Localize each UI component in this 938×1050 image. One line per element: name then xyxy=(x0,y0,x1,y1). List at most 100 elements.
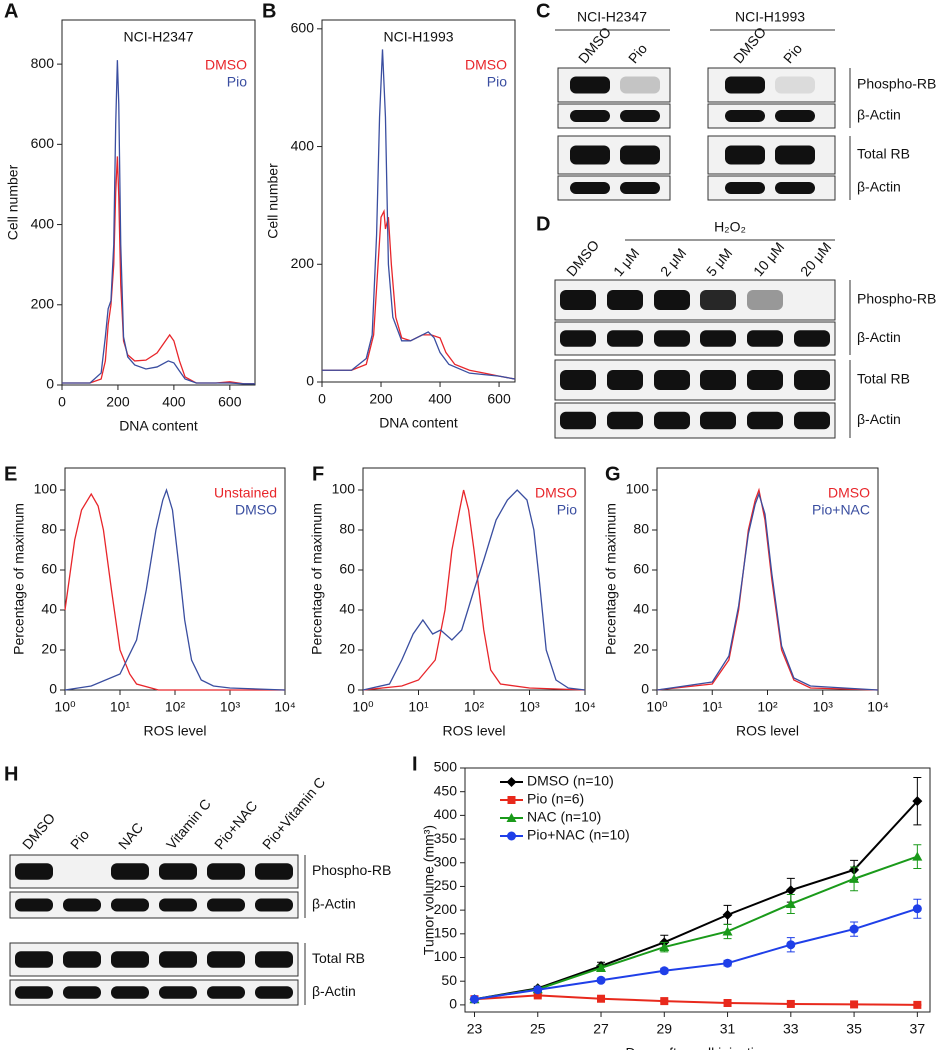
marker xyxy=(596,962,607,972)
row-label: β-Actin xyxy=(857,411,901,427)
y-tick-label: 450 xyxy=(434,782,458,798)
blot-band xyxy=(15,898,53,912)
x-tick-label: 10¹ xyxy=(110,699,131,715)
row-label: Phospho-RB xyxy=(857,291,936,307)
row-label: β-Actin xyxy=(312,896,356,912)
y-axis-label: Percentage of maximum xyxy=(309,503,325,655)
blot-band xyxy=(111,986,149,999)
x-tick-label: 600 xyxy=(487,391,511,407)
blot-band xyxy=(570,110,610,122)
lane-label: NAC xyxy=(115,819,146,852)
legend-label: NAC (n=10) xyxy=(527,809,601,825)
x-axis-label: ROS level xyxy=(736,723,799,739)
blot-band xyxy=(207,898,245,912)
blot-band xyxy=(700,370,736,390)
blot-membrane xyxy=(554,359,836,401)
marker xyxy=(849,873,860,883)
row-label: β-Actin xyxy=(857,107,901,123)
y-tick-label: 80 xyxy=(41,521,57,537)
y-tick-label: 300 xyxy=(434,853,458,869)
lane-label: 10 μM xyxy=(750,239,787,279)
lane-label: Pio xyxy=(625,40,650,66)
blot-band xyxy=(607,330,643,347)
panel-letter: E xyxy=(4,463,17,485)
lane-label: Pio xyxy=(780,40,805,66)
blot-membrane xyxy=(554,402,836,439)
y-tick-label: 100 xyxy=(434,948,458,964)
y-tick-label: 60 xyxy=(41,561,57,577)
blot-band xyxy=(607,290,643,310)
y-tick-label: 200 xyxy=(31,295,55,311)
legend-label: Pio xyxy=(227,74,247,90)
x-axis-label: DNA content xyxy=(119,418,198,434)
x-tick-label: 35 xyxy=(846,1021,862,1037)
blot-band xyxy=(63,951,101,968)
marker xyxy=(722,926,733,936)
blot-band xyxy=(570,145,610,165)
marker xyxy=(786,999,795,1008)
y-tick-label: 20 xyxy=(339,641,355,657)
marker xyxy=(659,966,669,976)
panel-letter: G xyxy=(605,463,621,485)
chart-title: NCI-H1993 xyxy=(383,29,453,45)
marker xyxy=(507,831,516,841)
panel-letter: F xyxy=(312,463,324,485)
plot-frame xyxy=(321,19,516,383)
x-tick-label: 37 xyxy=(910,1021,926,1037)
marker xyxy=(533,991,542,1000)
legend-label: Pio xyxy=(557,502,577,518)
blot-band xyxy=(15,863,53,880)
y-tick-label: 400 xyxy=(434,806,458,822)
blot-band xyxy=(159,898,197,912)
blot-band xyxy=(159,951,197,968)
lane-label: DMSO xyxy=(563,237,602,280)
marker xyxy=(786,940,796,950)
y-tick-label: 40 xyxy=(339,601,355,617)
y-tick-label: 80 xyxy=(339,521,355,537)
series-line xyxy=(474,907,918,1001)
blot-band xyxy=(255,898,293,912)
marker xyxy=(912,851,923,861)
blot-band xyxy=(775,182,815,194)
y-tick-label: 350 xyxy=(434,830,458,846)
blot-band xyxy=(794,411,830,430)
blot-band xyxy=(725,145,765,165)
y-tick-label: 0 xyxy=(49,681,57,697)
x-tick-label: 0 xyxy=(318,391,326,407)
plot-frame xyxy=(61,19,256,386)
x-tick-label: 10⁴ xyxy=(574,699,596,715)
marker xyxy=(506,777,517,787)
legend-label: Pio xyxy=(487,74,507,90)
blot-band xyxy=(560,370,596,390)
lane-label: Vitamin C xyxy=(163,796,214,853)
row-label: Total RB xyxy=(857,146,910,162)
blot-band xyxy=(560,290,596,310)
blot-band xyxy=(63,898,101,912)
marker xyxy=(850,1000,859,1009)
y-tick-label: 20 xyxy=(41,641,57,657)
x-tick-label: 27 xyxy=(593,1021,609,1037)
y-tick-label: 50 xyxy=(441,972,457,988)
panel-letter: D xyxy=(536,213,550,235)
blot-band xyxy=(775,145,815,165)
lane-label: DMSO xyxy=(19,810,58,853)
cell-line-label: NCI-H1993 xyxy=(735,9,805,25)
blot-band xyxy=(111,863,149,880)
y-tick-label: 600 xyxy=(31,135,55,151)
blot-band xyxy=(570,182,610,194)
blot-band xyxy=(654,370,690,390)
marker xyxy=(722,909,733,920)
blot-band xyxy=(111,898,149,912)
y-axis-label: Tumor volume (mm³) xyxy=(421,825,437,955)
y-tick-label: 200 xyxy=(434,901,458,917)
row-label: Total RB xyxy=(312,950,365,966)
x-tick-label: 23 xyxy=(467,1021,483,1037)
marker xyxy=(660,997,669,1006)
marker xyxy=(913,1000,922,1009)
cell-line-label: NCI-H2347 xyxy=(577,9,647,25)
y-tick-label: 100 xyxy=(34,481,58,497)
blot-band xyxy=(159,863,197,880)
series-line xyxy=(474,800,919,1001)
x-axis-label: ROS level xyxy=(442,723,505,739)
y-tick-label: 0 xyxy=(46,376,54,392)
